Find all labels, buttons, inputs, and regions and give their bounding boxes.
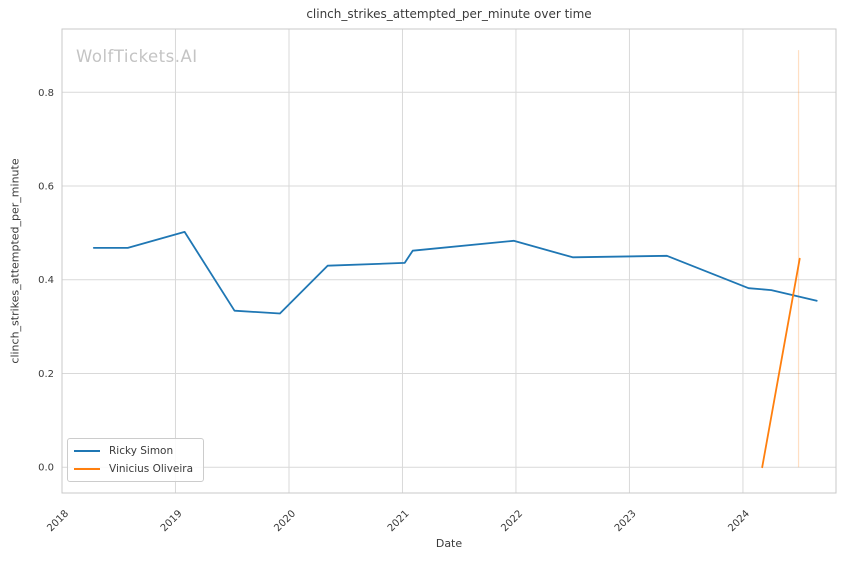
x-tick-label: 2021 (386, 508, 412, 534)
x-tick-label: 2020 (272, 508, 298, 534)
watermark-text: WolfTickets.AI (76, 47, 198, 66)
legend-item-label: Ricky Simon (109, 445, 174, 457)
legend: Ricky Simon Vinicius Oliveira (67, 438, 205, 482)
x-tick-label: 2022 (499, 508, 525, 534)
y-tick-label: 0.6 (38, 182, 54, 193)
legend-line-swatch-vinicius-oliveira (74, 468, 100, 470)
y-tick-label: 0.8 (38, 88, 54, 99)
x-tick-label: 2019 (159, 508, 185, 534)
y-axis-label: clinch_strikes_attempted_per_minute (8, 158, 22, 364)
x-tick-label: 2024 (726, 508, 752, 534)
x-tick-label: 2023 (613, 508, 639, 534)
series-line-ricky-simon (92, 230, 818, 315)
plot-background (62, 29, 836, 493)
legend-line-swatch-ricky-simon (74, 450, 100, 452)
legend-item-label: Vinicius Oliveira (109, 463, 194, 475)
y-tick-label: 0.4 (38, 275, 54, 286)
y-tick-label: 0.2 (38, 369, 54, 380)
plot-border (61, 28, 837, 494)
y-tick-label: 0.0 (38, 463, 54, 474)
x-axis-label: Date (435, 537, 463, 550)
x-tick-label: 2018 (45, 508, 71, 534)
chart-title: clinch_strikes_attempted_per_minute over… (306, 7, 592, 21)
legend-item: Ricky Simon (74, 445, 193, 457)
series-line-vinicius-oliveira (761, 257, 801, 469)
legend-item: Vinicius Oliveira (74, 463, 193, 475)
